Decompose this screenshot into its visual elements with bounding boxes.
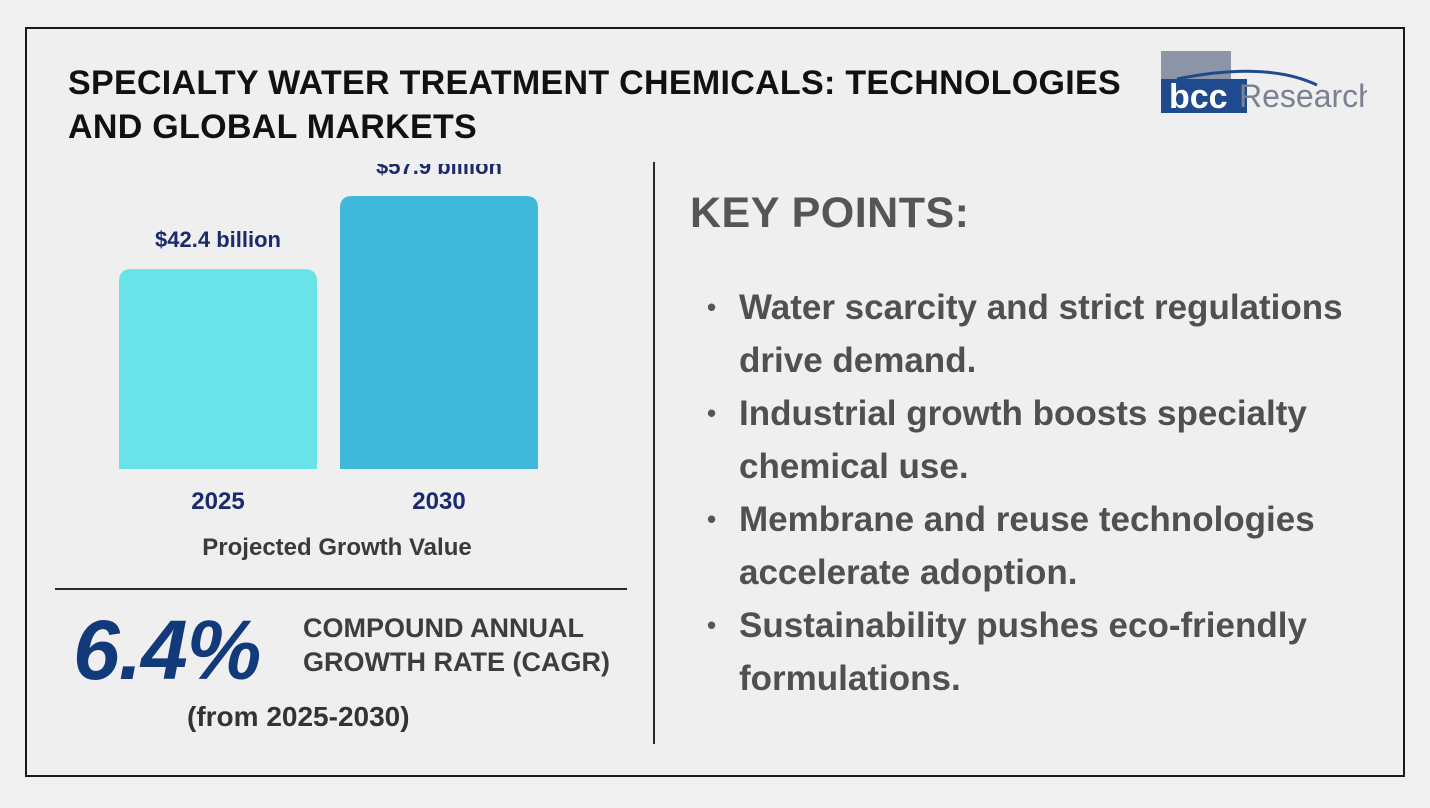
key-point-item: • Sustainability pushes eco-friendly form… (707, 599, 1387, 705)
logo-blue-block (1161, 79, 1247, 113)
bar-2030 (340, 196, 538, 470)
key-point-text: Water scarcity and strict regulations dr… (739, 288, 1343, 380)
key-point-text: Sustainability pushes eco-friendly formu… (739, 606, 1307, 698)
cagr-range: (from 2025-2030) (187, 701, 410, 732)
bar-2025 (119, 269, 317, 469)
key-point-item: • Industrial growth boosts specialty chem… (707, 387, 1387, 493)
bullet-icon: • (707, 504, 717, 534)
bullet-icon: • (707, 398, 717, 428)
data-label-2025: $42.4 billion (155, 227, 281, 252)
logo-text-secondary: Research (1239, 78, 1367, 114)
key-point-item: • Membrane and reuse technologies acceler… (707, 493, 1387, 599)
logo-graphic: bcc Research (1161, 51, 1376, 116)
page-title: SPECIALTY WATER TREATMENT CHEMICALS: TEC… (68, 64, 1121, 146)
vertical-divider (653, 162, 655, 744)
bcc-research-logo: bcc Research (1157, 49, 1376, 119)
cagr-value: 6.4% (73, 603, 261, 697)
bullet-icon: • (707, 292, 717, 322)
bar-chart: $42.4 billion 2025 $57.9 billion 2030 (119, 164, 538, 515)
key-points-title: KEY POINTS: (690, 189, 970, 237)
x-tick-label-2030: 2030 (412, 488, 465, 515)
key-point-item: • Water scarcity and strict regulations d… (707, 281, 1387, 387)
x-tick-label-2025: 2025 (191, 488, 244, 515)
infographic-frame: SPECIALTY WATER TREATMENT CHEMICALS: TEC… (25, 27, 1405, 777)
logo-swoosh (1176, 69, 1318, 87)
key-point-text: Membrane and reuse technologies accelera… (739, 500, 1315, 592)
cagr-label-line-1: COMPOUND ANNUAL (303, 613, 584, 643)
key-points-list: • Water scarcity and strict regulations d… (707, 281, 1387, 705)
logo-text-main: bcc (1169, 78, 1228, 116)
chart-x-axis-label: Projected Growth Value (202, 534, 472, 561)
data-label-2030: $57.9 billion (376, 164, 502, 179)
key-point-text: Industrial growth boosts specialty chemi… (739, 394, 1307, 486)
cagr-label-line-2: GROWTH RATE (CAGR) (303, 647, 610, 677)
bullet-icon: • (707, 610, 717, 640)
cagr-label: COMPOUND ANNUAL GROWTH RATE (CAGR) (303, 611, 610, 679)
horizontal-divider (55, 588, 627, 590)
